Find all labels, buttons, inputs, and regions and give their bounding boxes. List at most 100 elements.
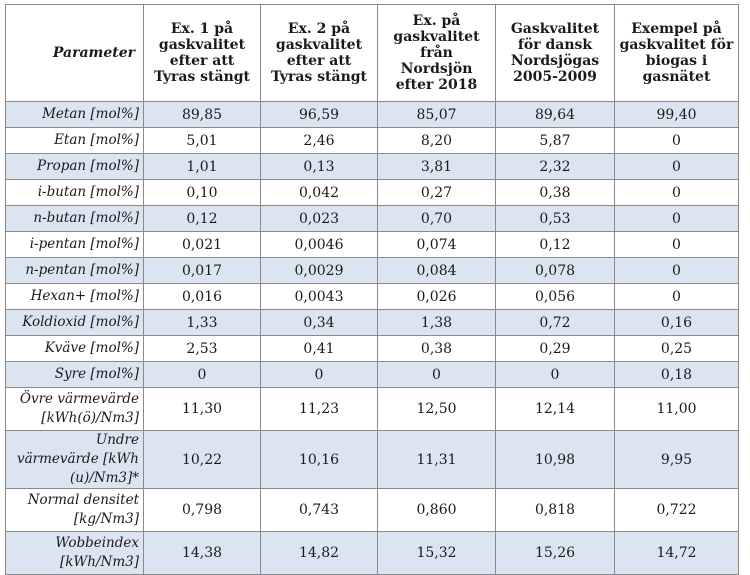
table-cell: 0,10 (143, 179, 261, 206)
table-row: i-pentan [mol%] 0,021 0,0046 0,074 0,12 … (5, 231, 739, 258)
parameter-name: Normal densitet [kg/Nm3] (5, 488, 144, 532)
table-cell: 11,23 (260, 387, 378, 431)
parameter-name: Undre värmevärde [kWh (u)/Nm3]* (5, 430, 144, 489)
parameter-name: n-pentan [mol%] (5, 257, 144, 284)
table-cell: 9,95 (614, 430, 739, 489)
parameter-name: i-pentan [mol%] (5, 231, 144, 258)
table-row: i-butan [mol%] 0,10 0,042 0,27 0,38 0 (5, 179, 739, 206)
table-cell: 0 (495, 361, 615, 388)
table-row: Propan [mol%] 1,01 0,13 3,81 2,32 0 (5, 153, 739, 180)
table-row: Kväve [mol%] 2,53 0,41 0,38 0,29 0,25 (5, 335, 739, 362)
parameter-name: Wobbeindex [kWh/Nm3] (5, 531, 144, 575)
parameter-name: i-butan [mol%] (5, 179, 144, 206)
table-cell: 0 (260, 361, 378, 388)
table-cell: 96,59 (260, 101, 378, 128)
table-cell: 0,042 (260, 179, 378, 206)
table-cell: 0,743 (260, 488, 378, 532)
table-row: Syre [mol%] 0 0 0 0 0,18 (5, 361, 739, 388)
table-row: Hexan+ [mol%] 0,016 0,0043 0,026 0,056 0 (5, 283, 739, 310)
parameter-name: Syre [mol%] (5, 361, 144, 388)
table-cell: 10,98 (495, 430, 615, 489)
table-cell: 1,38 (377, 309, 496, 336)
header-parameter: Parameter (5, 4, 144, 102)
parameter-name: Propan [mol%] (5, 153, 144, 180)
table-cell: 0,078 (495, 257, 615, 284)
table-cell: 8,20 (377, 127, 496, 154)
table-row: n-pentan [mol%] 0,017 0,0029 0,084 0,078… (5, 257, 739, 284)
table-row: Wobbeindex [kWh/Nm3] 14,38 14,82 15,32 1… (5, 531, 739, 575)
table-cell: 2,53 (143, 335, 261, 362)
header-dansk-nordsjogas: Gaskvalitet för dansk Nordsjögas 2005-20… (495, 4, 615, 102)
table-row: Metan [mol%] 89,85 96,59 85,07 89,64 99,… (5, 101, 739, 128)
table-cell: 11,31 (377, 430, 496, 489)
table-cell: 85,07 (377, 101, 496, 128)
table-cell: 3,81 (377, 153, 496, 180)
table-cell: 0,12 (143, 205, 261, 232)
table-cell: 0 (614, 205, 739, 232)
table-cell: 0,38 (495, 179, 615, 206)
table-cell: 0,056 (495, 283, 615, 310)
table-cell: 11,00 (614, 387, 739, 431)
table-cell: 0,722 (614, 488, 739, 532)
table-row: n-butan [mol%] 0,12 0,023 0,70 0,53 0 (5, 205, 739, 232)
table-cell: 0,0043 (260, 283, 378, 310)
table-cell: 0,0046 (260, 231, 378, 258)
table-row: Koldioxid [mol%] 1,33 0,34 1,38 0,72 0,1… (5, 309, 739, 336)
gas-quality-table: Parameter Ex. 1 på gaskvalitet efter att… (5, 4, 739, 575)
table-cell: 0,026 (377, 283, 496, 310)
table-cell: 0,0029 (260, 257, 378, 284)
table-cell: 0,017 (143, 257, 261, 284)
header-ex2: Ex. 2 på gaskvalitet efter att Tyras stä… (260, 4, 378, 102)
table-cell: 89,64 (495, 101, 615, 128)
table-cell: 11,30 (143, 387, 261, 431)
table-cell: 15,26 (495, 531, 615, 575)
table-row: Etan [mol%] 5,01 2,46 8,20 5,87 0 (5, 127, 739, 154)
table-cell: 0,016 (143, 283, 261, 310)
table-cell: 0,13 (260, 153, 378, 180)
table-cell: 0,021 (143, 231, 261, 258)
header-ex1: Ex. 1 på gaskvalitet efter att Tyras stä… (143, 4, 261, 102)
table-row: Undre värmevärde [kWh (u)/Nm3]* 10,22 10… (5, 430, 739, 489)
table-cell: 0 (614, 179, 739, 206)
parameter-name: Kväve [mol%] (5, 335, 144, 362)
table-cell: 0,16 (614, 309, 739, 336)
table-cell: 0,53 (495, 205, 615, 232)
table-cell: 0,34 (260, 309, 378, 336)
table-cell: 1,01 (143, 153, 261, 180)
table-cell: 15,32 (377, 531, 496, 575)
table-cell: 0,29 (495, 335, 615, 362)
table-cell: 89,85 (143, 101, 261, 128)
table-cell: 10,16 (260, 430, 378, 489)
parameter-name: n-butan [mol%] (5, 205, 144, 232)
table-cell: 0,12 (495, 231, 615, 258)
table-cell: 2,32 (495, 153, 615, 180)
header-nordsjon-2018: Ex. på gaskvalitet från Nordsjön efter 2… (377, 4, 496, 102)
table-cell: 0 (614, 257, 739, 284)
table-row: Övre värmevärde [kWh(ö)/Nm3] 11,30 11,23… (5, 387, 739, 431)
table-cell: 0 (143, 361, 261, 388)
table-cell: 0,41 (260, 335, 378, 362)
table-cell: 0,70 (377, 205, 496, 232)
table-cell: 0 (377, 361, 496, 388)
table-cell: 0,18 (614, 361, 739, 388)
header-row: Parameter Ex. 1 på gaskvalitet efter att… (5, 4, 739, 102)
table-cell: 1,33 (143, 309, 261, 336)
table-cell: 0,860 (377, 488, 496, 532)
table-cell: 0,38 (377, 335, 496, 362)
table-cell: 14,72 (614, 531, 739, 575)
table-cell: 5,01 (143, 127, 261, 154)
table-cell: 14,82 (260, 531, 378, 575)
table-cell: 0 (614, 153, 739, 180)
table-cell: 2,46 (260, 127, 378, 154)
table-cell: 0,27 (377, 179, 496, 206)
table-cell: 0,818 (495, 488, 615, 532)
table-cell: 0,074 (377, 231, 496, 258)
table-row: Normal densitet [kg/Nm3] 0,798 0,743 0,8… (5, 488, 739, 532)
table-cell: 12,14 (495, 387, 615, 431)
parameter-name: Hexan+ [mol%] (5, 283, 144, 310)
table-cell: 0,084 (377, 257, 496, 284)
parameter-name: Etan [mol%] (5, 127, 144, 154)
header-biogas: Exempel på gaskvalitet för biogas i gasn… (614, 4, 739, 102)
table-cell: 0 (614, 231, 739, 258)
parameter-name: Övre värmevärde [kWh(ö)/Nm3] (5, 387, 144, 431)
